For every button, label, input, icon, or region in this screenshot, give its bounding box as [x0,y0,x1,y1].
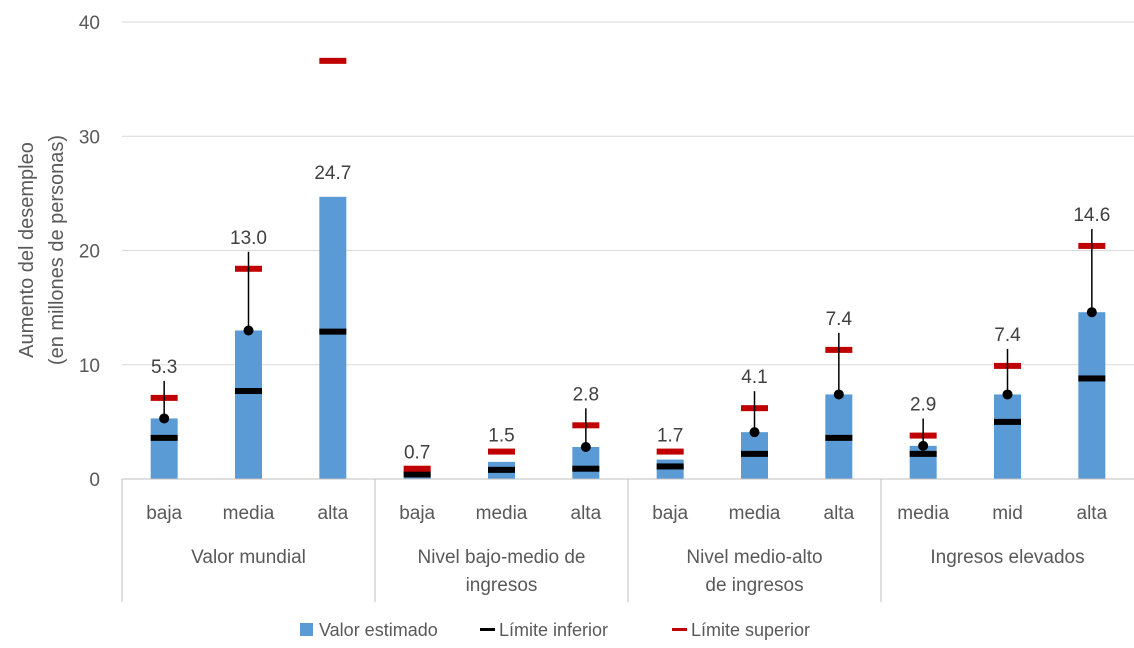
data-label: 5.3 [151,357,177,378]
group-label: Ingresos elevados [930,547,1084,568]
legend: Valor estimado Límite inferior Límite supe… [300,620,810,640]
lower-bound-mark [656,463,684,470]
bars [150,196,1106,480]
group-label: Valor mundial [191,547,306,568]
group-label: ingresos [466,575,538,596]
data-label: 13.0 [230,228,267,249]
data-label: 4.1 [741,367,767,388]
data-label: 1.7 [657,426,683,447]
group-label: Nivel bajo-medio de [418,547,586,568]
estimate-dot [1002,389,1013,400]
data-label: 24.7 [314,163,351,184]
y-tick-label: 40 [79,13,100,34]
data-label: 0.7 [404,443,430,464]
lower-bound-mark [825,434,853,441]
y-axis-ticks: 0 10 20 30 40 [79,13,100,491]
lower-bound-mark [488,466,515,473]
y-tick-label: 10 [79,356,100,377]
x-tick-label: media [476,503,528,524]
group-label: Nivel medio-alto [686,547,822,568]
lower-bound-mark [994,418,1021,425]
x-axis: baja media alta baja media alta baja media alta m… [121,478,1134,602]
legend-label: Límite superior [691,620,810,640]
data-label: 7.4 [994,325,1021,346]
x-tick-label: mid [992,503,1023,524]
x-tick-label: media [729,503,781,524]
bar [319,196,347,480]
estimate-dot [159,413,170,424]
estimate-dot [243,325,254,336]
x-tick-label: alta [1077,503,1108,524]
estimate-dot [1086,307,1097,318]
legend-label: Límite inferior [499,620,608,640]
estimate-dot [918,440,929,451]
y-axis-title-line2: (en millones de personas) [46,135,68,365]
estimate-dot [580,442,591,453]
data-labels: 5.3 13.0 24.7 0.7 1.5 2.8 1.7 4.1 7.4 2.9 7.4 14.6 [151,163,1110,464]
lower-bound-mark [572,465,600,472]
bar [572,447,600,479]
bar [994,394,1021,479]
y-tick-label: 0 [89,470,100,491]
data-label: 2.8 [573,384,599,405]
y-tick-label: 30 [79,127,100,148]
x-tick-label: baja [652,503,688,524]
legend-swatch [672,628,687,631]
legend-swatch [480,628,495,631]
x-tick-label: baja [399,503,435,524]
upper-bound-mark [488,448,515,455]
estimate-dot [749,427,760,438]
lower-bound-mark [319,328,347,335]
bar [235,330,262,479]
lower-bound-mark [1078,375,1106,382]
group-label: de ingresos [705,575,803,596]
lower-bound-mark [909,450,937,457]
estimate-dot [833,389,844,400]
lower-bound-mark [741,450,768,457]
x-tick-label: alta [318,503,349,524]
bar [150,418,178,479]
gridlines [122,21,1134,366]
data-label: 2.9 [910,395,936,416]
lower-bound-mark [235,388,262,395]
data-label: 1.5 [488,426,514,447]
data-label: 14.6 [1073,205,1110,226]
upper-bound-mark [319,57,347,64]
legend-swatch [300,623,313,636]
x-tick-label: alta [824,503,855,524]
legend-label: Valor estimado [319,620,438,640]
x-tick-label: media [897,503,949,524]
x-tick-label: baja [146,503,182,524]
x-tick-label: alta [571,503,602,524]
y-tick-label: 20 [79,242,100,263]
data-label: 7.4 [826,309,853,330]
bound-marks [150,57,1106,478]
lower-bound-mark [150,434,178,441]
x-tick-label: media [223,503,275,524]
bar [1078,312,1106,479]
upper-bound-mark [403,465,431,472]
y-axis-title-line1: Aumento del desempleo [16,142,38,358]
lower-bound-mark [403,471,431,478]
upper-bound-mark [656,448,684,455]
